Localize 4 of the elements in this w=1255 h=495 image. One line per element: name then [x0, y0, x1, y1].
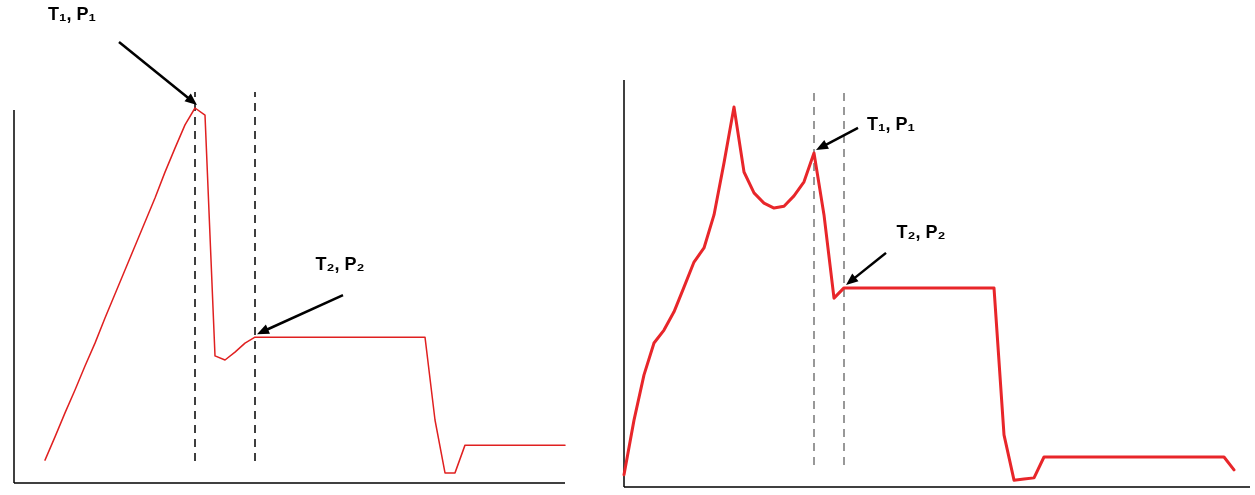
annotation: T₂, P₂: [315, 254, 365, 275]
annotation: T₂, P₂: [896, 221, 946, 242]
text: T₁, P₁: [48, 4, 96, 24]
annotation: T₁, P₁: [867, 113, 915, 134]
